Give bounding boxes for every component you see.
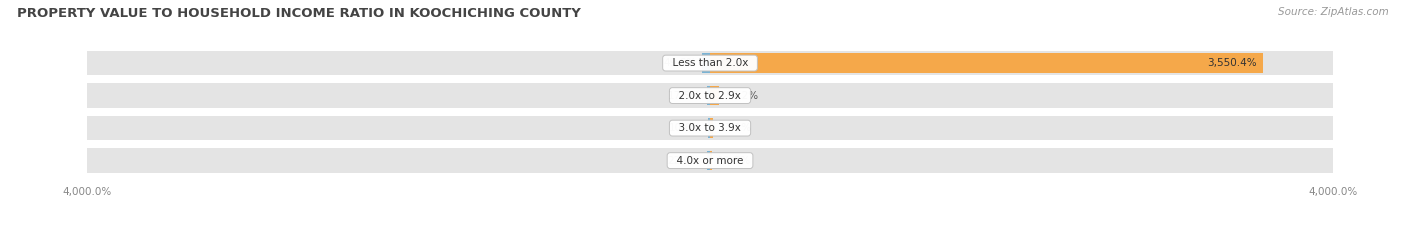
Text: Less than 2.0x: Less than 2.0x — [665, 58, 755, 68]
Bar — [87, 116, 1333, 140]
Text: 17.5%: 17.5% — [668, 91, 702, 101]
Text: Source: ZipAtlas.com: Source: ZipAtlas.com — [1278, 7, 1389, 17]
Text: 17.1%: 17.1% — [718, 123, 752, 133]
Text: 22.0%: 22.0% — [668, 156, 700, 166]
Text: PROPERTY VALUE TO HOUSEHOLD INCOME RATIO IN KOOCHICHING COUNTY: PROPERTY VALUE TO HOUSEHOLD INCOME RATIO… — [17, 7, 581, 20]
Text: 3,550.4%: 3,550.4% — [1206, 58, 1257, 68]
Bar — [87, 51, 1333, 75]
Bar — [87, 148, 1333, 173]
Text: 10.6%: 10.6% — [669, 123, 702, 133]
Text: 49.6%: 49.6% — [664, 58, 696, 68]
Text: 2.0x to 2.9x: 2.0x to 2.9x — [672, 91, 748, 101]
Bar — [87, 83, 1333, 108]
Bar — [710, 151, 711, 170]
Text: 57.2%: 57.2% — [725, 91, 758, 101]
Bar — [710, 86, 718, 105]
Bar — [707, 86, 710, 105]
Bar — [703, 53, 710, 73]
Bar — [710, 118, 713, 138]
Bar — [710, 53, 1263, 73]
Text: 4.0x or more: 4.0x or more — [671, 156, 749, 166]
Bar — [707, 151, 710, 170]
Bar — [709, 118, 710, 138]
Text: 11.5%: 11.5% — [718, 156, 751, 166]
Text: 3.0x to 3.9x: 3.0x to 3.9x — [672, 123, 748, 133]
